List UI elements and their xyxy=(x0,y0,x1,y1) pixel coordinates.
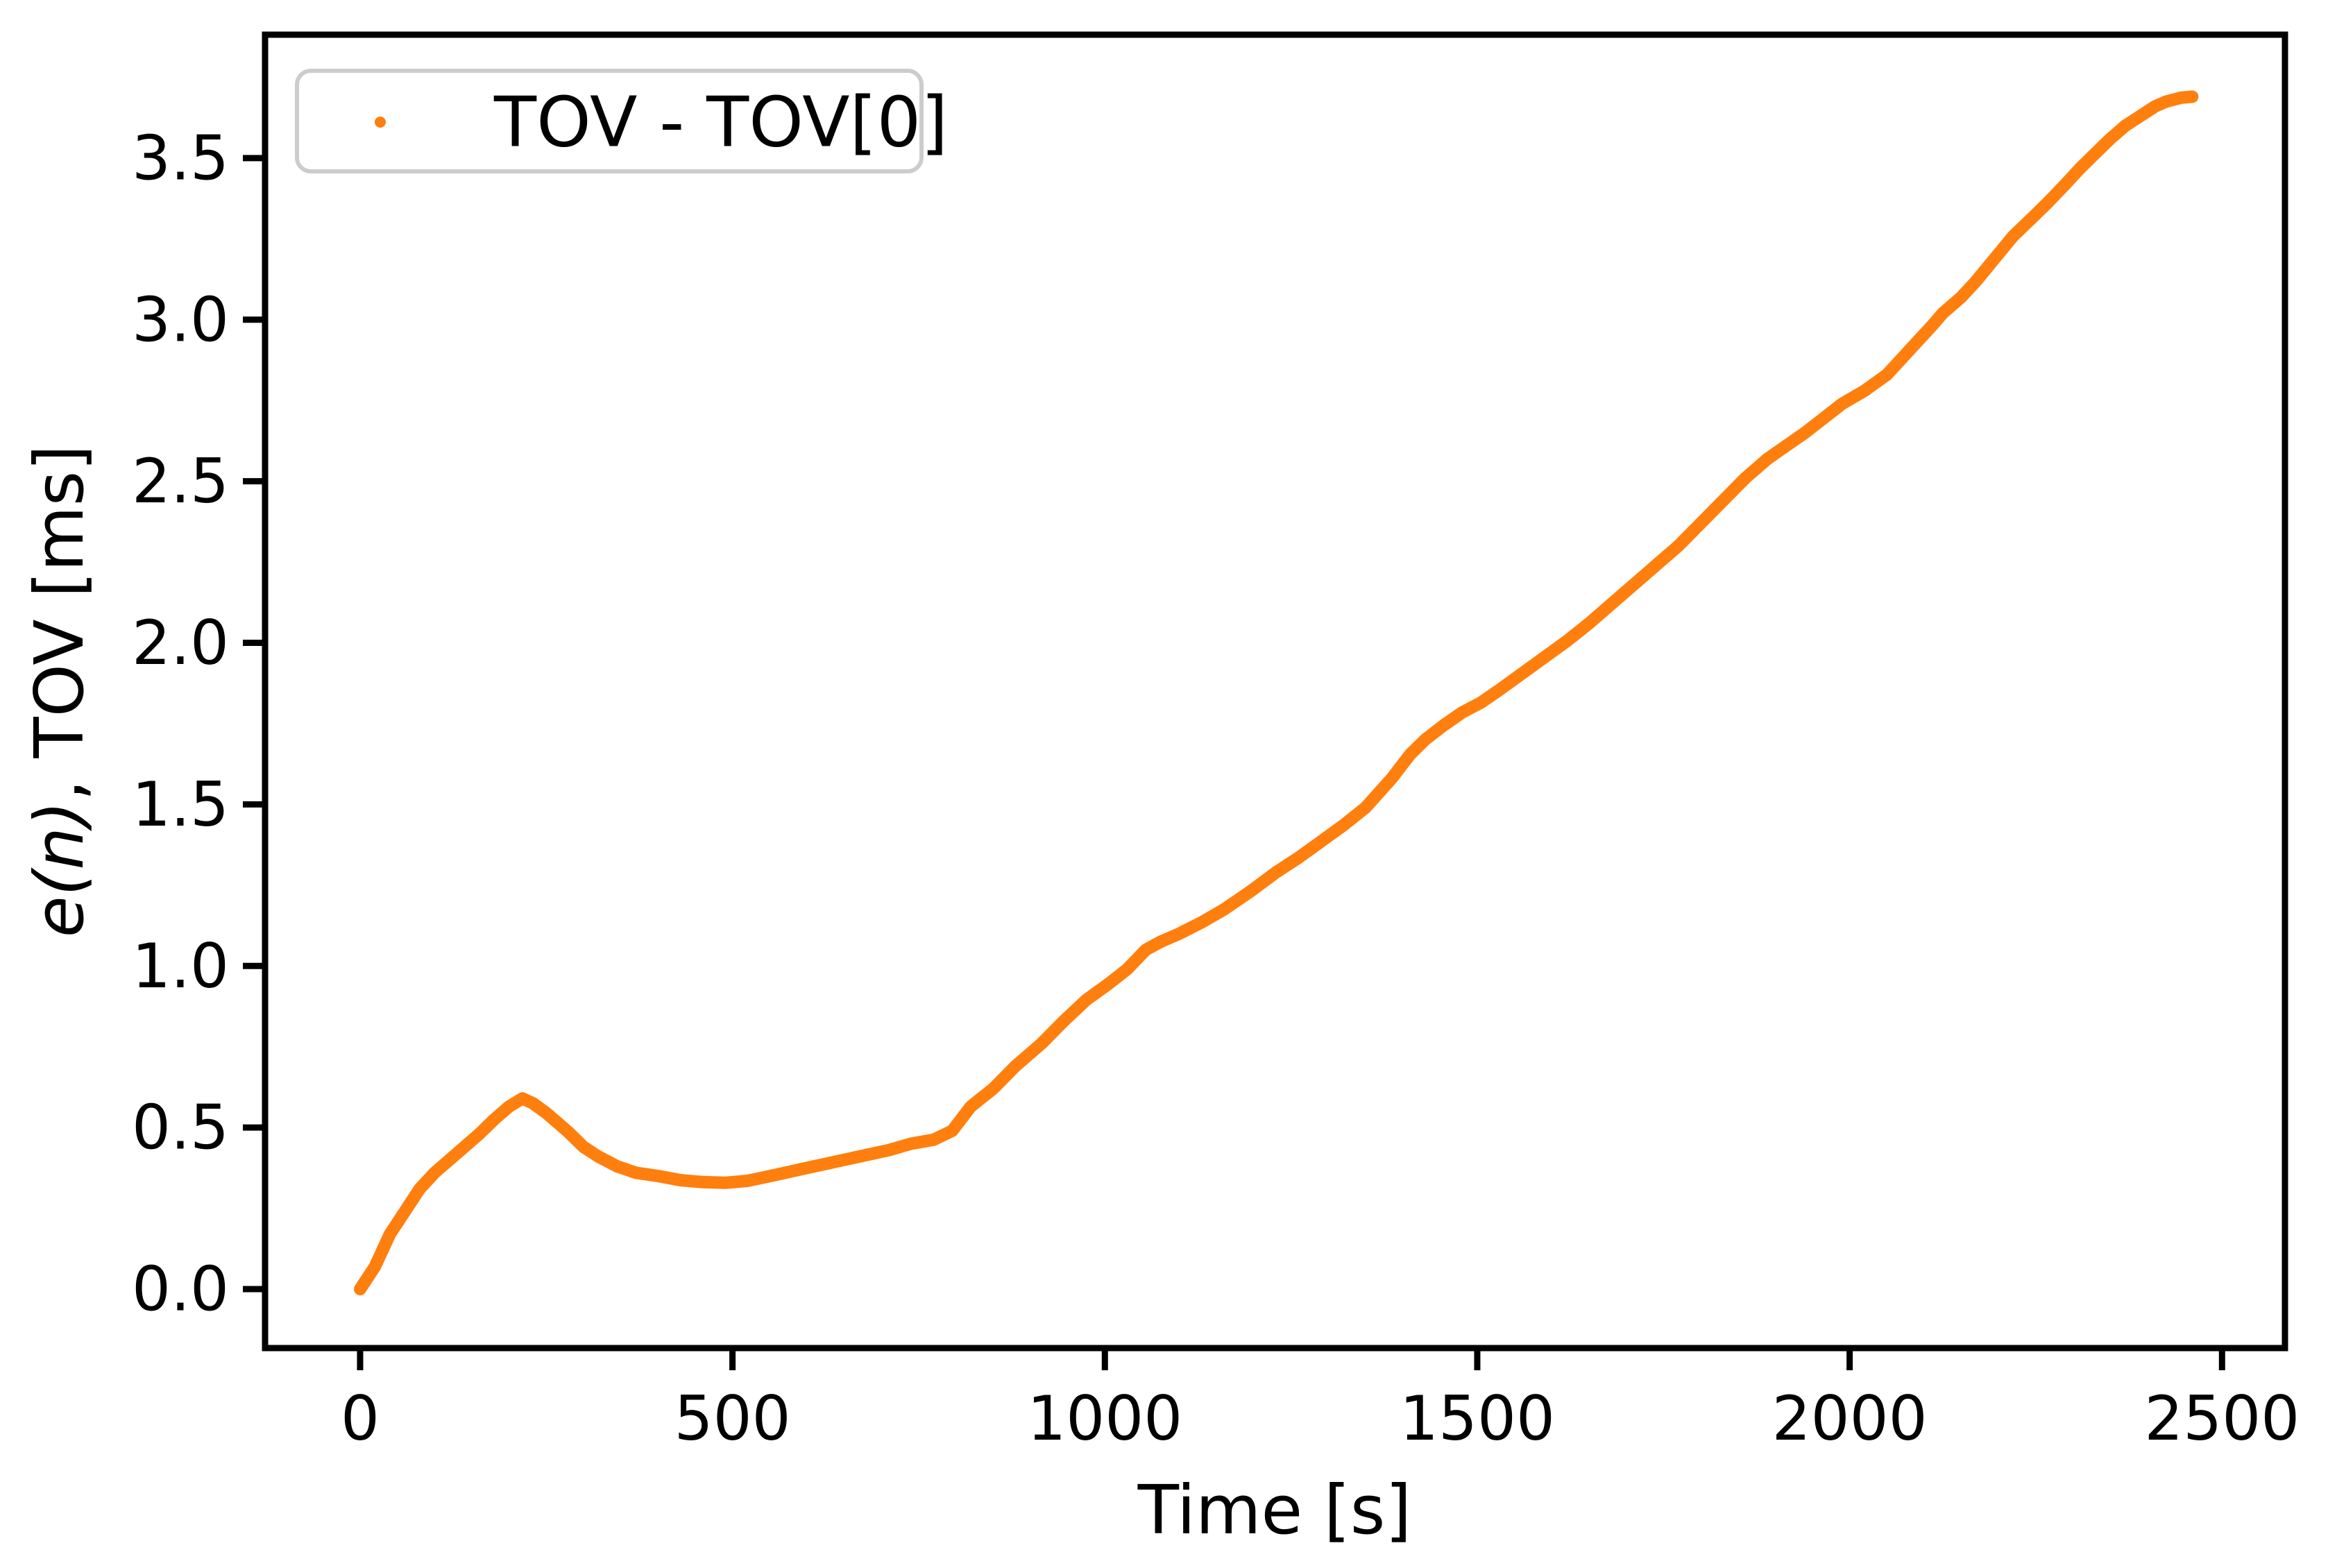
y-tick-label: 2.5 xyxy=(132,445,229,517)
x-axis-label: Time [s] xyxy=(1137,1471,1411,1549)
y-tick-label: 1.5 xyxy=(132,769,229,840)
y-axis-label-math-part: e(n) xyxy=(20,801,99,937)
y-tick-label: 1.0 xyxy=(132,930,229,1002)
legend-entry-label: TOV - TOV[0] xyxy=(493,82,948,163)
x-tick-label: 0 xyxy=(341,1383,380,1454)
plot-area-spines xyxy=(262,31,2288,1352)
y-tick-label: 3.0 xyxy=(132,284,229,355)
y-tick-label: 2.0 xyxy=(132,607,229,679)
legend-box xyxy=(295,69,924,173)
y-tick-label: 0.0 xyxy=(132,1254,229,1325)
y-tick-label: 0.5 xyxy=(132,1092,229,1164)
x-ticks: 0 500 1000 1500 2000 2500 xyxy=(341,1348,2300,1454)
x-tick-label: 2000 xyxy=(1772,1383,1928,1454)
y-ticks: 0.0 0.5 1.0 1.5 2.0 2.5 3.0 3.5 xyxy=(132,122,265,1325)
x-tick-label: 1500 xyxy=(1400,1383,1555,1454)
series-tov-curve xyxy=(354,90,2199,1295)
y-axis-label: e(n), TOV [ms] xyxy=(20,445,99,937)
x-tick-label: 500 xyxy=(674,1383,791,1454)
x-tick-label: 1000 xyxy=(1027,1383,1182,1454)
y-tick-label: 3.5 xyxy=(132,122,229,194)
y-axis-label-plain-part: , TOV [ms] xyxy=(20,445,99,801)
x-tick-label: 2500 xyxy=(2144,1383,2300,1454)
legend: TOV - TOV[0] xyxy=(295,69,948,173)
data-series xyxy=(354,90,2199,1295)
legend-marker-dot-icon xyxy=(375,117,386,128)
